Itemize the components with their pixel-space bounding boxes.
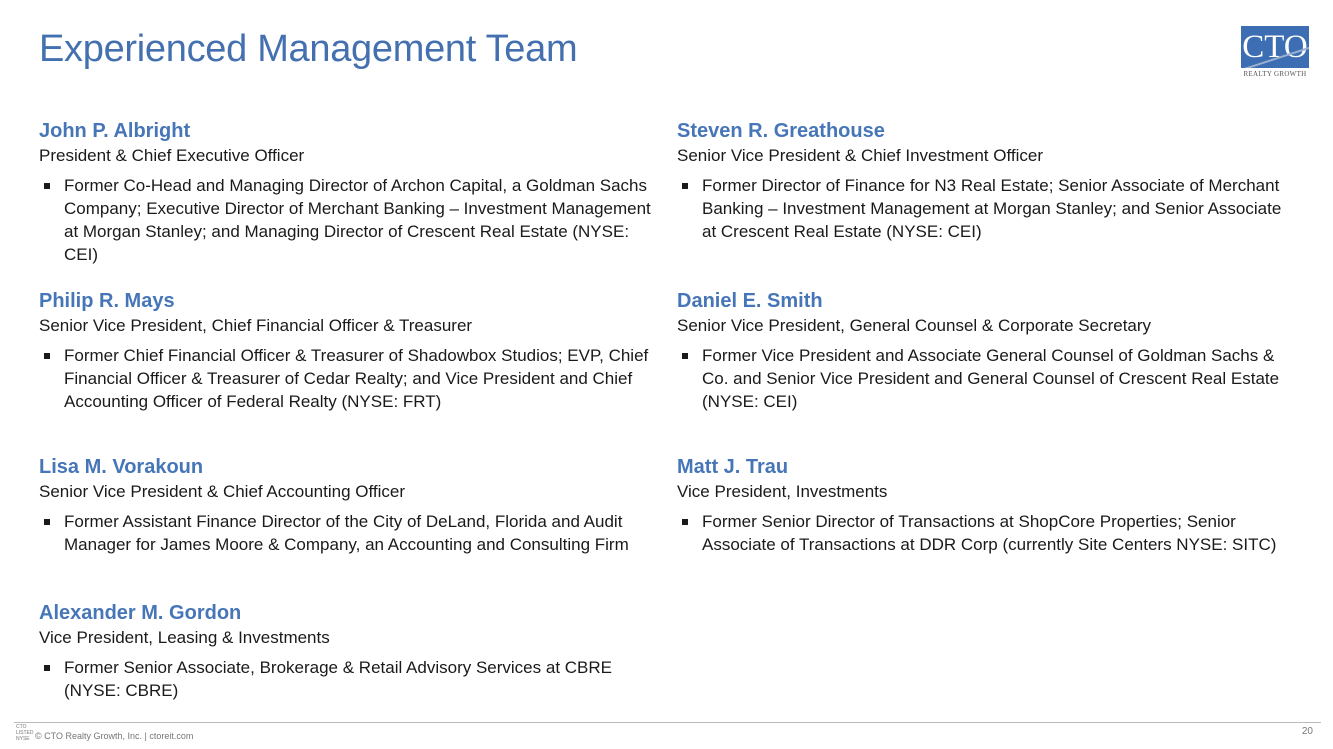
- page-number: 20: [1301, 726, 1313, 737]
- logo-subtitle: REALTY GROWTH: [1243, 70, 1307, 78]
- nyse-listed-logo: CTO LISTED NYSE: [16, 724, 34, 742]
- member-bio: Former Senior Associate, Brokerage & Ret…: [39, 656, 659, 702]
- team-member: Matt J. Trau Vice President, Investments…: [677, 454, 1297, 556]
- page-title: Experienced Management Team: [39, 28, 578, 70]
- bio-text: Former Co-Head and Managing Director of …: [64, 176, 651, 264]
- bullet-icon: [44, 183, 50, 189]
- member-name: Philip R. Mays: [39, 290, 175, 312]
- member-role: Senior Vice President & Chief Investment…: [677, 146, 1043, 165]
- member-bio: Former Senior Director of Transactions a…: [677, 510, 1297, 556]
- member-role: Senior Vice President, General Counsel &…: [677, 316, 1152, 335]
- company-logo: CTO REALTY GROWTH: [1241, 26, 1309, 78]
- bullet-icon: [682, 183, 688, 189]
- team-member: Philip R. Mays Senior Vice President, Ch…: [39, 288, 659, 413]
- member-name: Lisa M. Vorakoun: [39, 456, 204, 478]
- bullet-icon: [682, 353, 688, 359]
- footer-logo-mid: LISTED: [16, 730, 34, 736]
- member-name: John P. Albright: [39, 120, 191, 142]
- team-member: John P. Albright President & Chief Execu…: [39, 118, 659, 266]
- bio-text: Former Vice President and Associate Gene…: [702, 346, 1280, 411]
- member-role: Vice President, Investments: [677, 482, 888, 501]
- member-role: Vice President, Leasing & Investments: [39, 628, 330, 647]
- footer-logo-bottom: NYSE: [16, 736, 30, 742]
- member-bio: Former Director of Finance for N3 Real E…: [677, 174, 1297, 243]
- member-role: Senior Vice President, Chief Financial O…: [39, 316, 473, 335]
- team-member: Steven R. Greathouse Senior Vice Preside…: [677, 118, 1297, 243]
- logo-mark: CTO: [1241, 26, 1309, 68]
- member-name: Matt J. Trau: [677, 456, 789, 478]
- member-role: Senior Vice President & Chief Accounting…: [39, 482, 406, 501]
- team-member: Daniel E. Smith Senior Vice President, G…: [677, 288, 1297, 413]
- member-bio: Former Assistant Finance Director of the…: [39, 510, 659, 556]
- bullet-icon: [44, 353, 50, 359]
- bio-text: Former Senior Associate, Brokerage & Ret…: [64, 658, 612, 700]
- member-bio: Former Co-Head and Managing Director of …: [39, 174, 659, 266]
- team-member: Alexander M. Gordon Vice President, Leas…: [39, 600, 659, 702]
- bullet-icon: [682, 519, 688, 525]
- bio-text: Former Chief Financial Officer & Treasur…: [64, 346, 649, 411]
- member-bio: Former Vice President and Associate Gene…: [677, 344, 1297, 413]
- team-member: Lisa M. Vorakoun Senior Vice President &…: [39, 454, 659, 556]
- bullet-icon: [44, 519, 50, 525]
- bio-text: Former Director of Finance for N3 Real E…: [702, 176, 1282, 241]
- footer-logo-top: CTO: [16, 724, 27, 730]
- member-name: Alexander M. Gordon: [39, 602, 242, 624]
- member-name: Daniel E. Smith: [677, 290, 823, 312]
- bullet-icon: [44, 665, 50, 671]
- member-name: Steven R. Greathouse: [677, 120, 885, 142]
- member-bio: Former Chief Financial Officer & Treasur…: [39, 344, 659, 413]
- bio-text: Former Assistant Finance Director of the…: [64, 512, 629, 554]
- member-role: President & Chief Executive Officer: [39, 146, 305, 165]
- footer-copyright: © CTO Realty Growth, Inc. | ctoreit.com: [35, 731, 194, 741]
- bio-text: Former Senior Director of Transactions a…: [702, 512, 1277, 554]
- footer-divider: [14, 722, 1321, 723]
